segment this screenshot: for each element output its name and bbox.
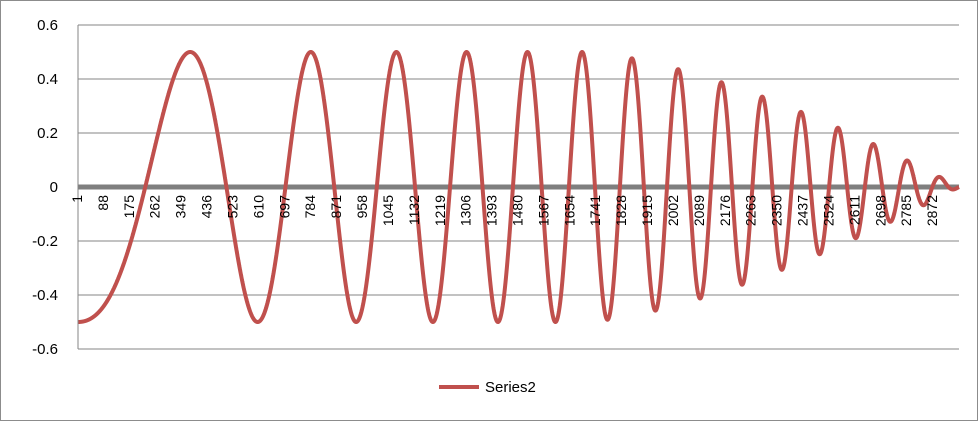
x-tick-label: 436 [199,195,215,219]
x-tick-label: 2176 [717,195,733,226]
x-tick-label: 1741 [587,195,603,226]
x-tick-label: 2698 [872,195,888,226]
x-tick-label: 871 [328,195,344,219]
x-tick-label: 1567 [535,195,551,226]
legend-label: Series2 [485,379,536,396]
x-tick-label: 2089 [691,195,707,226]
x-tick-label: 2002 [665,195,681,226]
x-tick-label: 88 [95,195,111,211]
x-tick-label: 1306 [458,195,474,226]
y-tick-label: 0.4 [37,71,58,88]
series-line-series2 [76,50,961,324]
x-tick-label: 1045 [380,195,396,226]
x-tick-label: 1132 [406,195,422,225]
legend: Series2 [439,379,536,396]
x-tick-label: 697 [276,195,292,219]
x-tick-label: 1219 [432,195,448,226]
x-tick-label: 610 [250,195,266,219]
y-tick-label: 0 [50,179,58,196]
y-tick-label: 0.6 [37,17,58,34]
x-tick-label: 2437 [795,195,811,226]
x-tick-label: 349 [173,195,189,219]
x-tick-label: 2872 [924,195,940,226]
axis-layer: 0.6 0.4 0.2 0 -0.2 -0.4 -0.6 1 88 175 262 349 436 523… [32,17,940,358]
x-tick-label: 2785 [898,195,914,226]
plot-layer [76,50,961,324]
x-tick-label: 2350 [769,195,785,226]
y-tick-label: -0.6 [32,341,58,358]
x-tick-label: 1915 [639,195,655,226]
y-tick-label: 0.2 [37,125,58,142]
x-tick-label: 523 [224,195,240,219]
x-tick-label: 2263 [743,195,759,226]
x-tick-label: 1654 [561,195,577,226]
x-tick-label: 1393 [484,195,500,226]
y-tick-label: -0.4 [32,287,58,304]
x-tick-label: 175 [121,195,137,219]
x-tick-label: 1480 [510,195,526,226]
x-tick-label: 262 [147,195,163,219]
x-tick-label: 2524 [820,195,836,226]
x-tick-label: 784 [302,195,318,219]
x-tick-label: 1828 [613,195,629,226]
x-tick-label: 1 [69,195,85,203]
x-tick-label: 2611 [846,195,862,225]
y-tick-label: -0.2 [32,233,58,250]
x-tick-label: 958 [354,195,370,219]
